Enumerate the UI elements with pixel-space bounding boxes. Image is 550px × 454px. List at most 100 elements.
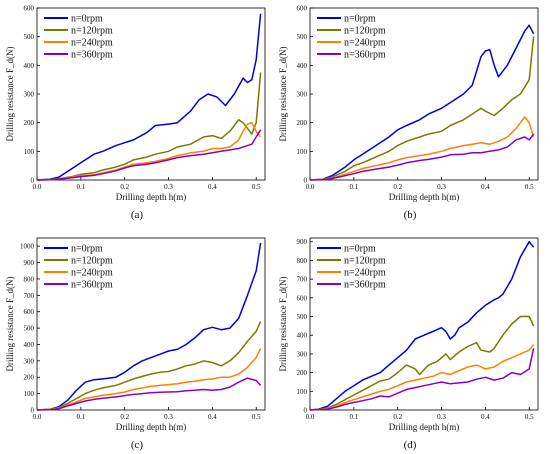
series-line-0 <box>36 13 262 181</box>
y-tick-label: 0 <box>31 177 35 185</box>
y-tick-label: 300 <box>24 91 35 99</box>
series-line-1 <box>36 72 262 181</box>
y-tick-label: 0 <box>31 407 35 415</box>
x-tick-label: 0.4 <box>208 413 217 421</box>
y-axis-label: Drilling resistance F_d(N) <box>5 277 15 372</box>
legend-entry: n=240rpm <box>71 268 113 279</box>
y-tick-label: 300 <box>297 91 308 99</box>
y-tick-label: 0 <box>304 177 308 185</box>
x-tick-label: 0.1 <box>349 183 358 191</box>
y-tick-label: 900 <box>297 238 308 246</box>
legend-entry: n=120rpm <box>344 256 386 267</box>
series-line-3 <box>309 133 535 181</box>
y-tick-label: 600 <box>297 5 308 13</box>
series-line-1 <box>309 315 535 411</box>
y-tick-label: 300 <box>24 357 35 365</box>
y-tick-label: 400 <box>297 332 308 340</box>
y-tick-label: 200 <box>297 119 308 127</box>
y-tick-label: 100 <box>24 148 35 156</box>
y-tick-label: 0 <box>304 407 308 415</box>
x-tick-label: 0.3 <box>164 413 173 421</box>
x-axis-label: Drilling depth h(m) <box>389 422 460 432</box>
x-tick-label: 0.1 <box>349 413 358 421</box>
series-line-2 <box>36 121 262 181</box>
x-axis-label: Drilling depth h(m) <box>116 192 187 202</box>
y-tick-label: 100 <box>297 388 308 396</box>
panel-3: 0.0 0.1 0.2 0.3 0.4 0.5 0 100 200 300 400 500 600 700… <box>278 237 539 451</box>
x-tick-label: 0.0 <box>306 183 315 191</box>
x-tick-label: 0.3 <box>437 183 446 191</box>
legend-entry: n=120rpm <box>344 26 386 37</box>
y-tick-label: 400 <box>297 62 308 70</box>
legend-entry: n=240rpm <box>344 268 386 279</box>
x-tick-label: 0.0 <box>33 183 42 191</box>
y-tick-label: 800 <box>24 275 35 283</box>
panel-2: 0.0 0.1 0.2 0.3 0.4 0.5 0 100 200 300 400 500 600 700… <box>5 237 266 451</box>
y-tick-label: 500 <box>24 33 35 41</box>
y-tick-label: 500 <box>297 33 308 41</box>
x-tick-label: 0.3 <box>437 413 446 421</box>
plot-frame <box>36 237 266 411</box>
panel-caption: (a) <box>131 209 144 221</box>
x-axis-label: Drilling depth h(m) <box>389 192 460 202</box>
series-line-2 <box>309 116 535 181</box>
x-tick-label: 0.2 <box>393 183 402 191</box>
y-tick-label: 100 <box>297 148 308 156</box>
legend-entry: n=360rpm <box>344 50 386 61</box>
y-axis-label: Drilling resistance F_d(N) <box>278 277 288 372</box>
y-tick-label: 200 <box>297 369 308 377</box>
y-tick-label: 700 <box>297 276 308 284</box>
x-tick-label: 0.5 <box>525 413 534 421</box>
panel-0: 0.0 0.1 0.2 0.3 0.4 0.5 0 100 200 300 400 500 600 Dri… <box>5 5 266 221</box>
x-tick-label: 0.1 <box>76 413 85 421</box>
y-tick-label: 500 <box>297 313 308 321</box>
y-tick-label: 600 <box>24 5 35 13</box>
legend-entry: n=120rpm <box>71 26 113 37</box>
legend-entry: n=360rpm <box>344 280 386 291</box>
x-tick-label: 0.0 <box>33 413 42 421</box>
y-tick-label: 600 <box>297 294 308 302</box>
y-tick-label: 1000 <box>20 243 35 251</box>
x-tick-label: 0.2 <box>120 413 129 421</box>
legend-entry: n=0rpm <box>344 14 376 25</box>
x-tick-label: 0.4 <box>481 183 490 191</box>
series-line-1 <box>309 36 535 181</box>
y-tick-label: 900 <box>24 259 35 267</box>
series-line-1 <box>36 321 262 411</box>
series-line-0 <box>309 240 535 411</box>
series-line-3 <box>36 377 262 411</box>
panel-1: 0.0 0.1 0.2 0.3 0.4 0.5 0 100 200 300 400 500 600 Dri… <box>278 5 539 221</box>
y-tick-label: 500 <box>24 325 35 333</box>
y-tick-label: 200 <box>24 119 35 127</box>
legend-entry: n=240rpm <box>344 38 386 49</box>
series-line-3 <box>309 348 535 411</box>
x-tick-label: 0.1 <box>76 183 85 191</box>
x-tick-label: 0.5 <box>252 183 261 191</box>
x-tick-label: 0.4 <box>481 413 490 421</box>
legend-entry: n=0rpm <box>344 244 376 255</box>
series-line-2 <box>309 344 535 411</box>
series-line-0 <box>36 242 262 411</box>
series-line-3 <box>36 129 262 181</box>
panel-caption: (d) <box>404 439 417 451</box>
y-tick-label: 700 <box>24 292 35 300</box>
legend-entry: n=360rpm <box>71 50 113 61</box>
y-tick-label: 800 <box>297 257 308 265</box>
x-tick-label: 0.2 <box>120 183 129 191</box>
x-axis-label: Drilling depth h(m) <box>116 422 187 432</box>
y-tick-label: 400 <box>24 62 35 70</box>
plot-frame <box>309 237 539 411</box>
y-tick-label: 600 <box>24 308 35 316</box>
x-tick-label: 0.5 <box>525 183 534 191</box>
y-axis-label: Drilling resistance F_d(N) <box>278 47 288 142</box>
y-tick-label: 200 <box>24 374 35 382</box>
series-line-2 <box>36 348 262 411</box>
legend-entry: n=120rpm <box>71 256 113 267</box>
legend-entry: n=0rpm <box>71 14 103 25</box>
x-tick-label: 0.5 <box>252 413 261 421</box>
legend-entry: n=0rpm <box>71 244 103 255</box>
legend-entry: n=240rpm <box>71 38 113 49</box>
x-tick-label: 0.2 <box>393 413 402 421</box>
y-tick-label: 400 <box>24 341 35 349</box>
